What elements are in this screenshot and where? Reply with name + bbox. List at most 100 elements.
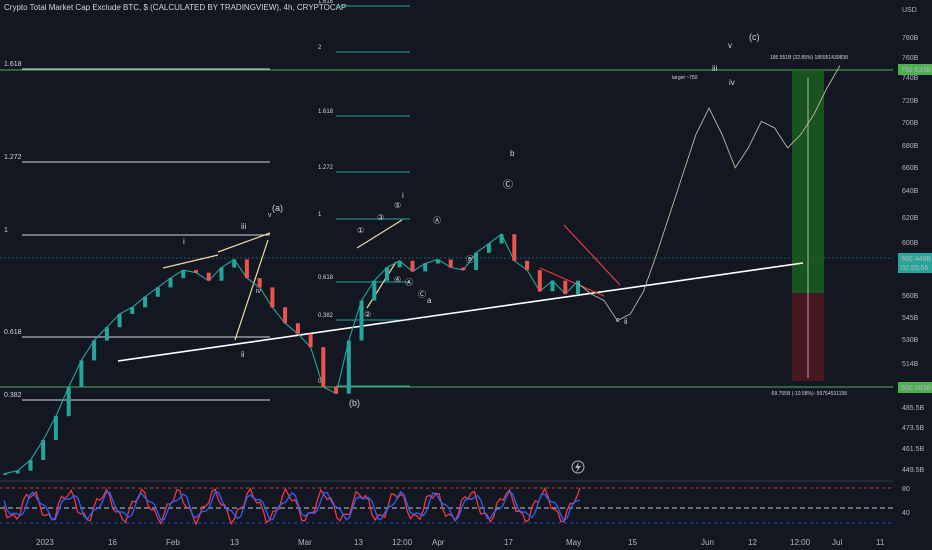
- price-tag-text: 590.449B: [901, 256, 931, 263]
- y-tick-label: 461.5B: [902, 446, 925, 453]
- wave-label-iv2: iv: [729, 78, 735, 87]
- candle: [117, 313, 122, 328]
- wave-label-A1: Ⓐ: [433, 216, 441, 225]
- wedge-line: [162, 254, 219, 269]
- candle: [410, 260, 415, 272]
- tag-upper-text: 750.633B: [901, 67, 931, 74]
- candle: [219, 267, 224, 281]
- price-tag-bg: [898, 253, 932, 273]
- wave-label-a_small: a: [427, 296, 432, 305]
- y-tick-label: 740B: [902, 75, 919, 82]
- oscillator-fast: [3, 486, 581, 526]
- wave-label-a_big: (a): [272, 203, 283, 213]
- wave-label-v2: v: [728, 41, 732, 50]
- axis-currency: USD: [902, 7, 917, 14]
- y-tick-label: 449.5B: [902, 467, 925, 474]
- candle: [104, 327, 109, 341]
- fib-mid-label: 0: [318, 379, 322, 385]
- x-tick-label: 11: [876, 538, 885, 547]
- tag-lower-text: 500.083B: [901, 385, 931, 392]
- x-tick-label: 2023: [36, 538, 54, 547]
- candle: [461, 267, 466, 271]
- candle: [194, 270, 198, 273]
- x-tick-label: 12: [748, 538, 757, 547]
- y-tick-label: 760B: [902, 55, 919, 62]
- candle: [270, 287, 275, 308]
- fib-level-label: 0.618: [4, 329, 22, 336]
- x-tick-label: Jul: [832, 538, 842, 547]
- wave-label-c3: ③: [377, 213, 384, 222]
- candle: [3, 473, 7, 475]
- lightning-icon-glyph: [575, 462, 581, 473]
- fib-mid-label: 0.382: [318, 313, 334, 319]
- x-tick-label: 15: [628, 538, 637, 547]
- candle: [359, 300, 364, 341]
- y-tick-label: 620B: [902, 215, 919, 222]
- wave-label-iii1: iii: [241, 222, 247, 231]
- candle: [537, 270, 542, 292]
- upper-measure-label: 185.551B (22.85%) 185551430838: [770, 55, 848, 61]
- y-tick-label: 514B: [902, 361, 919, 368]
- y-tick-label: 600B: [902, 240, 919, 247]
- wave-label-v1: v: [268, 212, 272, 219]
- wedge-line: [234, 239, 269, 341]
- candle: [130, 307, 135, 314]
- price-series-line: [4, 233, 579, 474]
- wave-label-B: Ⓑ: [466, 255, 474, 264]
- candle: [143, 296, 148, 308]
- y-tick-label: 640B: [902, 188, 919, 195]
- candle: [244, 259, 249, 279]
- candle: [79, 360, 84, 387]
- candle: [295, 323, 300, 334]
- falling-wedge-line: [539, 267, 605, 297]
- wave-label-ii1: ii: [241, 350, 245, 359]
- candle: [512, 234, 517, 261]
- oscillator-slow: [3, 490, 581, 522]
- candle: [283, 307, 288, 324]
- lower-measure-label: -59.755B (-10.58%) -59754531158: [770, 391, 847, 397]
- candle: [346, 340, 351, 394]
- x-tick-label: May: [566, 538, 581, 547]
- y-tick-label: 680B: [902, 143, 919, 150]
- projection-path: [577, 65, 841, 322]
- candle: [397, 260, 402, 268]
- candle: [372, 280, 377, 301]
- candle: [66, 387, 71, 417]
- candle: [563, 280, 568, 294]
- x-tick-label: 17: [504, 538, 513, 547]
- candle: [53, 416, 58, 441]
- candle: [435, 259, 440, 264]
- candle: [550, 280, 555, 292]
- y-tick-label: 560B: [902, 293, 919, 300]
- candle: [385, 267, 389, 281]
- falling-wedge-line: [563, 224, 621, 286]
- y-tick-label: 660B: [902, 165, 919, 172]
- fib-mid-label: 1: [318, 212, 322, 218]
- fib-level-label: 1: [4, 227, 8, 234]
- fib-mid-label: 2: [318, 45, 322, 51]
- wave-label-c1: ①: [357, 226, 364, 235]
- candle: [308, 333, 313, 348]
- candle: [15, 470, 20, 474]
- x-tick-label: 13: [230, 538, 239, 547]
- y-tick-label: 720B: [902, 98, 919, 105]
- candle: [257, 278, 262, 288]
- y-tick-label: 545B: [902, 315, 919, 322]
- candle: [181, 270, 186, 279]
- indicator-tick: 40: [902, 510, 910, 517]
- wave-label-iv1: iv: [256, 288, 262, 295]
- x-tick-label: 12:00: [392, 538, 413, 547]
- candle: [168, 278, 173, 288]
- chart-title: Crypto Total Market Cap Exclude BTC, $ (…: [4, 3, 347, 12]
- x-tick-label: Jun: [701, 538, 714, 547]
- x-tick-label: 12:00: [790, 538, 811, 547]
- x-tick-label: Apr: [432, 538, 445, 547]
- fib-mid-label: 1.618: [318, 109, 334, 115]
- candle: [206, 272, 211, 281]
- x-tick-label: 13: [354, 538, 363, 547]
- fib-mid-label: 1.618: [318, 0, 334, 5]
- candle: [92, 340, 97, 361]
- wedge-line: [217, 232, 271, 253]
- wave-label-c2: ②: [364, 310, 371, 319]
